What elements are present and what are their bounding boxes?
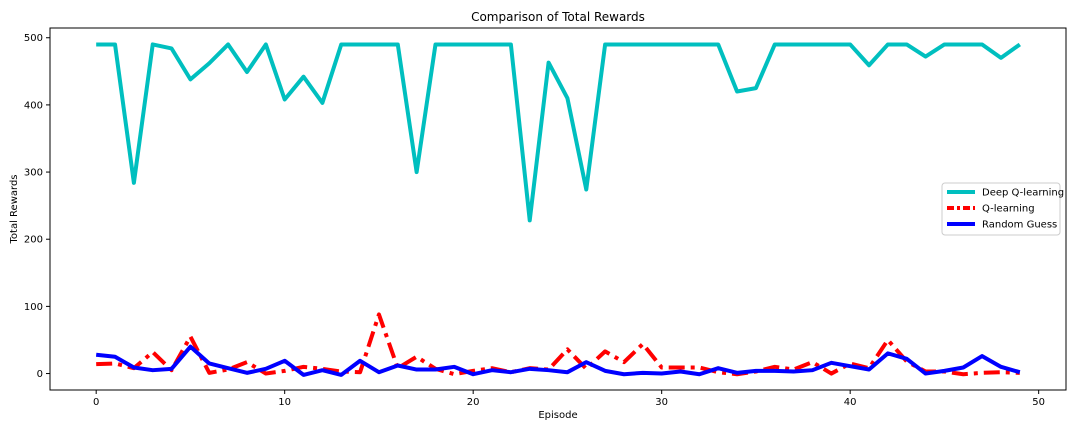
chart-title: Comparison of Total Rewards	[471, 10, 645, 24]
y-tick-label: 0	[37, 369, 43, 380]
x-axis-label: Episode	[538, 410, 577, 421]
series-line-random-guess	[95, 344, 1021, 377]
y-tick-label: 500	[24, 33, 43, 44]
x-tick-label: 30	[655, 397, 668, 408]
y-tick-label: 100	[24, 302, 43, 313]
x-tick-label: 40	[844, 397, 857, 408]
x-tick-label: 10	[278, 397, 291, 408]
legend-label-random-guess: Random Guess	[982, 220, 1057, 231]
y-tick-label: 200	[24, 235, 43, 246]
series-layer	[95, 42, 1021, 377]
y-tick-label: 300	[24, 168, 43, 179]
legend: Deep Q-learning Q-learning Random Guess	[941, 182, 1064, 236]
y-tick-label: 400	[24, 100, 43, 111]
x-tick-label: 20	[467, 397, 480, 408]
legend-label-deep-q-learning: Deep Q-learning	[982, 188, 1064, 199]
y-axis-label: Total Rewards	[9, 175, 20, 245]
legend-label-q-learning: Q-learning	[982, 204, 1035, 215]
x-tick-label: 50	[1032, 397, 1045, 408]
series-line-deep-q-learning	[96, 42, 1021, 223]
plot-frame	[49, 27, 1067, 391]
x-tick-label: 0	[93, 397, 99, 408]
